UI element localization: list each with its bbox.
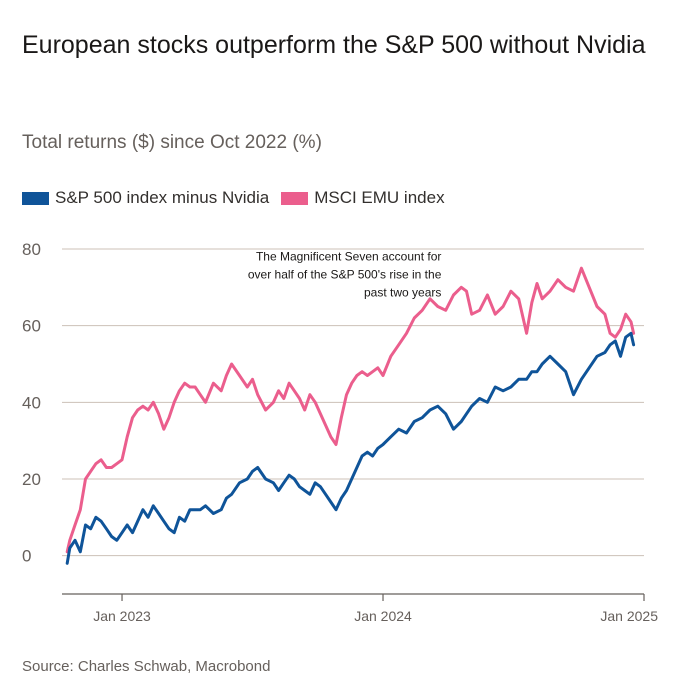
series-lines bbox=[65, 266, 636, 565]
y-tick-label-20: 20 bbox=[22, 470, 41, 489]
y-tick-label-60: 60 bbox=[22, 317, 41, 336]
x-tick-label-1: Jan 2024 bbox=[354, 608, 412, 624]
chart-title: European stocks outperform the S&P 500 w… bbox=[22, 31, 646, 59]
chart-subtitle: Total returns ($) since Oct 2022 (%) bbox=[22, 132, 322, 153]
annotation: The Magnificent Seven account for over ha… bbox=[248, 250, 442, 300]
source-note: Source: Charles Schwab, Macrobond bbox=[22, 658, 271, 675]
annotation-line-1: over half of the S&P 500's rise in the bbox=[248, 268, 442, 282]
legend-swatch-msci bbox=[281, 191, 309, 205]
y-tick-label-40: 40 bbox=[22, 393, 41, 412]
legend-label-msci: MSCI EMU index bbox=[314, 188, 445, 207]
x-tick-label-2: Jan 2025 bbox=[600, 608, 658, 624]
x-axis: Jan 2023 Jan 2024 Jan 2025 bbox=[62, 593, 658, 624]
chart-legend: S&P 500 index minus Nvidia MSCI EMU inde… bbox=[22, 188, 457, 208]
legend-item-sp500: S&P 500 index minus Nvidia bbox=[22, 188, 269, 208]
y-tick-label-0: 0 bbox=[22, 547, 31, 566]
annotation-line-2: past two years bbox=[364, 286, 441, 300]
series-line-sp500-ex-nvidia bbox=[65, 331, 636, 565]
y-tick-label-80: 80 bbox=[22, 240, 41, 259]
grid-lines bbox=[62, 248, 644, 557]
line-chart: 0 20 40 60 80 Jan 2023 Jan 2024 Jan 2025 The M… bbox=[22, 240, 658, 624]
legend-swatch-sp500 bbox=[22, 191, 49, 205]
x-tick-label-0: Jan 2023 bbox=[93, 608, 151, 624]
annotation-line-0: The Magnificent Seven account for bbox=[256, 250, 441, 264]
y-axis-ticks: 0 20 40 60 80 bbox=[22, 240, 41, 566]
legend-item-msci: MSCI EMU index bbox=[281, 188, 445, 208]
legend-label-sp500: S&P 500 index minus Nvidia bbox=[55, 188, 270, 207]
series-line-msci-emu bbox=[65, 266, 636, 554]
